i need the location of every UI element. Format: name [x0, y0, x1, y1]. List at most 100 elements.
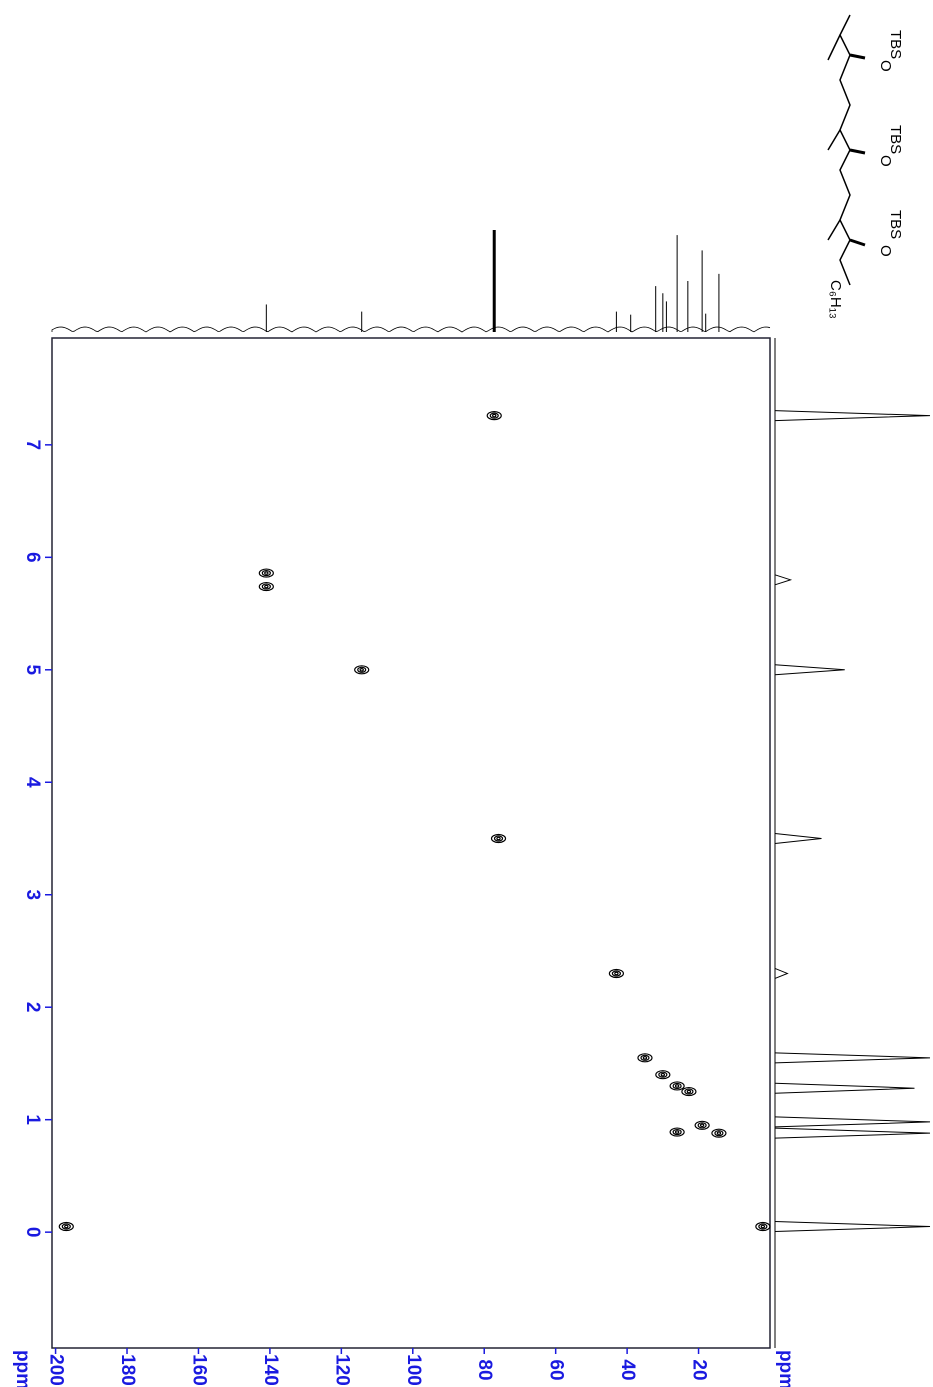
- molecule: [827, 14, 866, 286]
- plot-frame: [51, 337, 771, 1349]
- contour: [489, 412, 499, 419]
- contour: [694, 1120, 710, 1130]
- contour: [640, 1054, 650, 1061]
- contour: [490, 833, 507, 844]
- structure-label: O: [877, 60, 894, 72]
- contour: [261, 583, 271, 590]
- cross-peak: [58, 1221, 74, 1232]
- contour: [711, 1128, 727, 1138]
- h1-peak: [774, 1127, 931, 1139]
- structure-label: TBS: [887, 210, 904, 239]
- y-tick-label: 4: [22, 777, 43, 788]
- cross-peak: [755, 1221, 771, 1232]
- contour: [611, 970, 621, 977]
- contour: [64, 1224, 69, 1229]
- cross-peak: [486, 411, 502, 421]
- structure-label: TBS: [887, 30, 904, 59]
- h1-peak: [774, 1116, 931, 1128]
- bond: [849, 148, 866, 155]
- chain: [839, 14, 851, 286]
- x-tick-label: 160: [188, 1354, 209, 1386]
- contour: [684, 1088, 694, 1095]
- c13-baseline: [51, 326, 771, 333]
- cross-peak: [694, 1120, 710, 1130]
- h1-peak: [774, 1221, 931, 1233]
- bond: [849, 238, 866, 247]
- contour: [686, 1089, 692, 1094]
- contour: [697, 1122, 707, 1129]
- h1-peak: [774, 968, 789, 979]
- cross-peak: [655, 1070, 671, 1080]
- contour: [58, 1221, 74, 1232]
- y-tick-label: 2: [22, 1002, 43, 1013]
- x-tick-label: 100: [403, 1354, 424, 1386]
- structure-label: O: [877, 155, 894, 167]
- h1-peak: [774, 1082, 915, 1094]
- contour: [614, 971, 619, 976]
- x-tick-label: 40: [617, 1359, 638, 1380]
- x-tick-label: 20: [689, 1359, 710, 1380]
- cross-peak: [490, 833, 507, 844]
- contour: [681, 1086, 697, 1097]
- contour: [493, 835, 504, 842]
- contour: [672, 1128, 682, 1136]
- x-axis-label: ppm: [775, 1350, 796, 1387]
- y-tick-label: 0: [22, 1227, 43, 1238]
- contour: [608, 968, 624, 979]
- contour: [496, 836, 501, 841]
- cross-peak: [681, 1086, 697, 1097]
- cross-peak: [637, 1053, 653, 1063]
- cross-peak: [608, 968, 624, 979]
- contour: [716, 1131, 722, 1135]
- x-tick-label: 180: [117, 1354, 138, 1386]
- bond: [827, 129, 841, 151]
- structure-label: O: [877, 245, 894, 257]
- cross-peak: [711, 1128, 727, 1138]
- y-tick-label: 1: [22, 1114, 43, 1125]
- cross-peak: [354, 665, 370, 675]
- h1-peak: [774, 410, 931, 422]
- contour: [714, 1130, 724, 1137]
- contour: [264, 584, 269, 589]
- contour: [492, 413, 497, 418]
- structure-label: TBS: [887, 125, 904, 154]
- contour: [261, 569, 271, 577]
- contour: [357, 666, 367, 673]
- contour: [674, 1130, 680, 1134]
- contour: [359, 667, 364, 672]
- contour: [672, 1082, 682, 1090]
- contour: [486, 411, 502, 421]
- contour: [61, 1223, 71, 1230]
- cross-peak: [258, 568, 274, 578]
- contour: [637, 1053, 653, 1063]
- bond: [849, 53, 866, 60]
- y-axis-label: ppm: [12, 1350, 33, 1387]
- contour: [658, 1071, 668, 1078]
- y-tick-label: 6: [22, 552, 43, 563]
- contour: [354, 665, 370, 675]
- contour: [660, 1072, 666, 1077]
- contour: [264, 571, 269, 575]
- y-tick-label: 3: [22, 889, 43, 900]
- bond: [827, 219, 841, 241]
- contour: [758, 1223, 768, 1230]
- contour: [669, 1127, 685, 1137]
- x-tick-label: 60: [546, 1359, 567, 1380]
- contour: [258, 581, 274, 592]
- cross-peak: [669, 1081, 685, 1091]
- bond: [827, 34, 841, 61]
- x-tick-label: 140: [260, 1354, 281, 1386]
- x-tick-label: 80: [474, 1359, 495, 1380]
- y-tick-label: 5: [22, 665, 43, 676]
- contour: [655, 1070, 671, 1080]
- contour: [760, 1224, 766, 1229]
- contour: [699, 1123, 705, 1128]
- h1-peak: [774, 833, 822, 844]
- contour: [669, 1081, 685, 1091]
- cross-peak: [258, 581, 274, 592]
- h1-peak: [774, 574, 793, 586]
- contour: [674, 1084, 680, 1088]
- y-tick-label: 7: [22, 440, 43, 451]
